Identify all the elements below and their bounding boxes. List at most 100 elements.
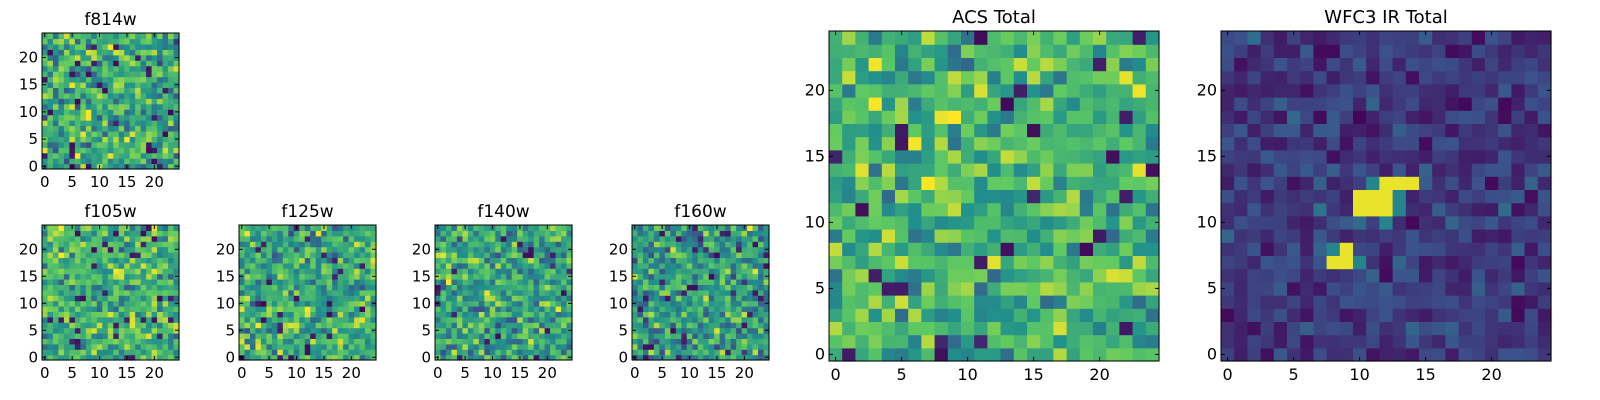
heatmap-cell [725,225,732,231]
heatmap-cell [961,295,975,309]
heatmap-cell [1053,163,1068,177]
heatmap-cell [528,300,535,307]
heatmap-cell [506,246,513,253]
heatmap-cell [124,65,131,72]
heatmap-cell [550,257,557,264]
heatmap-cell [1132,163,1147,177]
heatmap-cell [725,311,732,318]
heatmap-cell [277,327,284,334]
heatmap-cell [1498,215,1512,230]
heatmap-cell [162,333,169,339]
heatmap-cell [451,295,458,302]
heatmap-cell [129,163,136,170]
heatmap-cell [1498,57,1512,72]
heatmap-cell [725,273,732,280]
heatmap-cell [473,235,480,242]
heatmap-cell [908,123,922,138]
heatmap-cell [632,338,639,345]
heatmap-cell [675,354,682,361]
heatmap-cell [435,257,442,264]
heatmap-cell [1273,215,1288,230]
heatmap-cell [895,44,909,58]
heatmap-cell [91,65,98,72]
heatmap-cell [747,262,754,269]
f140w-title: f140w [477,202,529,222]
heatmap-cell [102,343,109,350]
heatmap-cell [140,295,147,302]
heatmap-cell [637,311,644,318]
heatmap-cell [359,300,366,307]
heatmap-cell [271,246,278,253]
heatmap-cell [1379,347,1394,362]
heatmap-cell [1498,44,1512,58]
heatmap-cell [1132,70,1147,85]
heatmap-cell [151,257,158,264]
heatmap-cell [730,225,737,231]
heatmap-cell [1313,281,1328,296]
heatmap-cell [135,98,142,105]
heatmap-cell [517,306,524,312]
heatmap-cell [686,311,693,318]
heatmap-cell [271,343,278,350]
heatmap-cell [96,284,103,291]
heatmap-cell [1379,123,1394,138]
heatmap-cell [135,114,142,121]
heatmap-cell [921,295,936,309]
heatmap-cell [1027,70,1041,85]
heatmap-cell [118,252,125,258]
heatmap-cell [1432,215,1446,230]
heatmap-cell [670,333,677,339]
heatmap-cell [517,246,524,253]
heatmap-cell [1313,202,1328,217]
heatmap-cell [118,284,125,291]
heatmap-cell [719,333,726,339]
heatmap-cell [370,338,377,345]
heatmap-cell [1000,242,1015,256]
heatmap-cell [1040,347,1054,362]
heatmap-cell [80,289,87,296]
heatmap-cell [162,103,169,110]
heatmap-cell [74,60,81,67]
acs_total-title: ACS Total [952,7,1036,28]
heatmap-cell [1432,123,1446,138]
heatmap-cell [1234,110,1248,124]
heatmap-cell [260,241,267,248]
heatmap-cell [719,289,726,296]
heatmap-cell [96,141,103,148]
heatmap-cell [299,289,306,296]
heatmap-cell [539,246,546,253]
heatmap-cell [85,38,92,45]
heatmap-cell [58,76,65,83]
heatmap-cell [1247,189,1262,204]
heatmap-cell [244,268,251,275]
heatmap-cell [495,295,502,302]
heatmap-cell [637,333,644,339]
heatmap-cell [321,311,328,318]
heatmap-cell [1524,242,1539,256]
heatmap-cell [96,252,103,258]
heatmap-cell [1234,31,1248,45]
heatmap-cell [140,120,147,127]
heatmap-cell [52,322,60,329]
heatmap-cell [763,241,770,248]
heatmap-cell [555,289,562,296]
heatmap-cell [829,347,843,362]
heatmap-cell [752,322,759,329]
heatmap-cell [533,311,540,318]
heatmap-cell [282,322,289,329]
heatmap-cell [102,225,109,231]
heatmap-cell [168,163,175,170]
heatmap-cell [1339,308,1354,322]
heatmap-cell [747,268,754,275]
heatmap-cell [1079,202,1094,217]
heatmap-cell [135,43,142,50]
heatmap-cell [974,255,988,270]
heatmap-cell [855,255,870,270]
heatmap-cell [107,38,114,45]
heatmap-cell [1392,242,1407,256]
heatmap-cell [632,279,639,285]
heatmap-cell [440,322,447,329]
heatmap-cell [1366,202,1380,217]
heatmap-cell [1485,83,1499,98]
heatmap-cell [489,349,496,356]
